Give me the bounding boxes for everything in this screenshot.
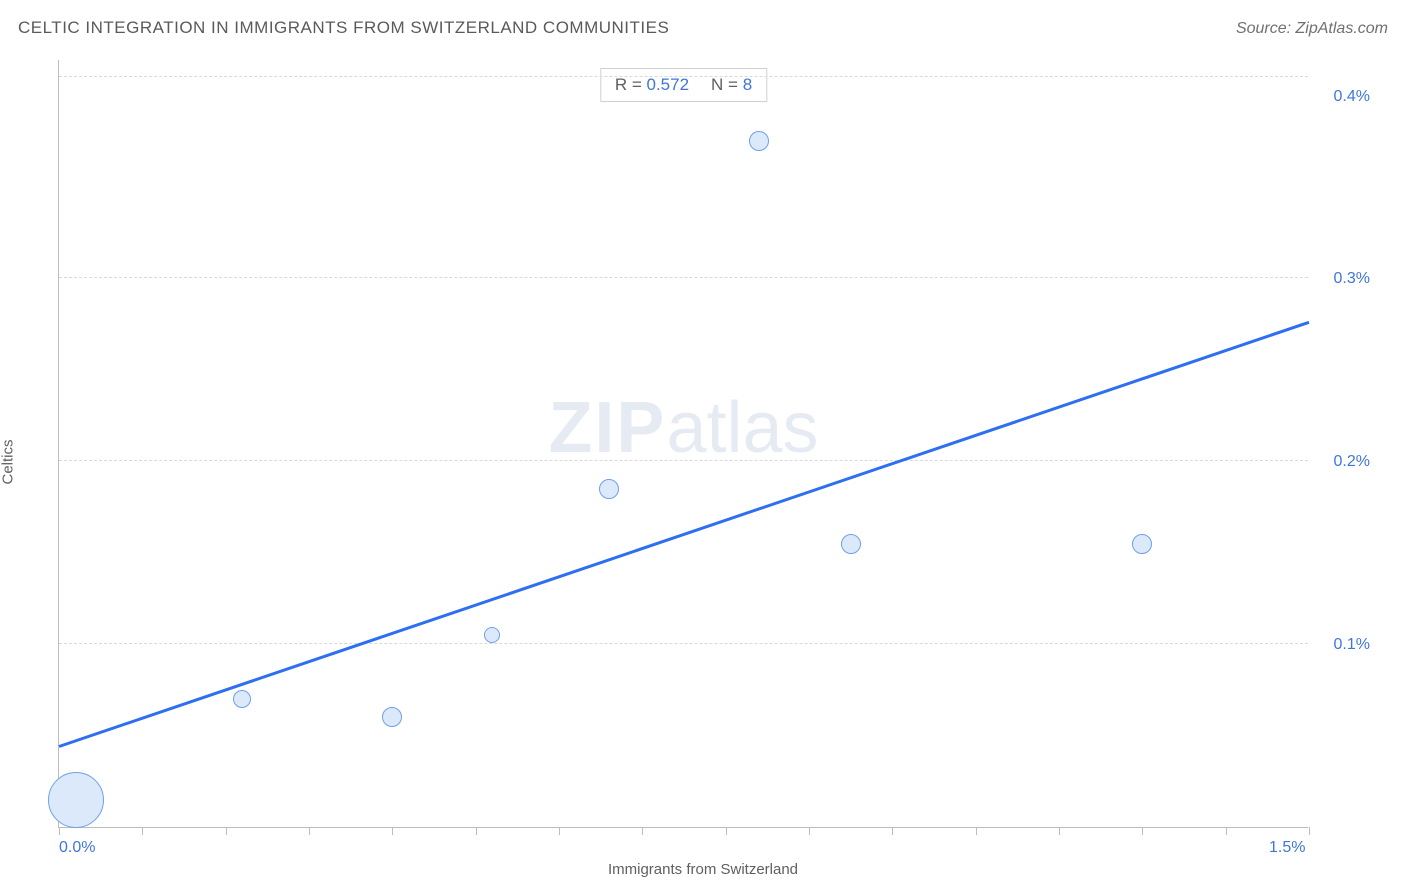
x-tick [642, 827, 643, 835]
x-tick [1059, 827, 1060, 835]
x-tick [892, 827, 893, 835]
source-label: Source: ZipAtlas.com [1236, 20, 1388, 38]
data-point [749, 131, 769, 151]
x-tick [1226, 827, 1227, 835]
stat-r-label: R = [615, 75, 642, 94]
trend-line [59, 321, 1310, 748]
x-tick-label: 1.5% [1269, 839, 1305, 857]
x-tick [559, 827, 560, 835]
x-tick [976, 827, 977, 835]
grid-line [59, 277, 1308, 278]
x-tick [1309, 827, 1310, 835]
x-tick [142, 827, 143, 835]
data-point [382, 707, 402, 727]
x-tick [309, 827, 310, 835]
watermark-bold: ZIP [548, 388, 666, 468]
stats-box: R = 0.572 N = 8 [600, 68, 767, 102]
stat-n-value: 8 [743, 75, 752, 94]
x-tick [476, 827, 477, 835]
y-tick-label: 0.4% [1334, 88, 1370, 106]
x-axis-label: Immigrants from Switzerland [608, 861, 798, 878]
watermark-rest: atlas [666, 388, 818, 468]
stat-n-label: N = [711, 75, 738, 94]
data-point [233, 690, 251, 708]
x-tick [392, 827, 393, 835]
x-tick [1142, 827, 1143, 835]
grid-line [59, 460, 1308, 461]
chart-title: CELTIC INTEGRATION IN IMMIGRANTS FROM SW… [18, 18, 669, 38]
stat-r: R = 0.572 [615, 75, 689, 95]
x-tick-label: 0.0% [59, 839, 95, 857]
x-tick [226, 827, 227, 835]
data-point [1132, 534, 1152, 554]
plot-area: ZIPatlas R = 0.572 N = 8 0.1%0.2%0.3%0.4… [58, 60, 1308, 828]
x-tick [59, 827, 60, 835]
y-tick-label: 0.1% [1334, 636, 1370, 654]
data-point [841, 534, 861, 554]
chart-container: Celtics Immigrants from Switzerland ZIPa… [18, 50, 1388, 874]
y-tick-label: 0.2% [1334, 453, 1370, 471]
watermark: ZIPatlas [548, 387, 818, 469]
stat-n: N = 8 [711, 75, 752, 95]
y-tick-label: 0.3% [1334, 270, 1370, 288]
data-point [484, 627, 500, 643]
x-tick [726, 827, 727, 835]
data-point [599, 479, 619, 499]
stat-r-value: 0.572 [646, 75, 689, 94]
grid-line [59, 76, 1308, 77]
data-point [48, 772, 104, 828]
x-tick [809, 827, 810, 835]
y-axis-label: Celtics [0, 439, 17, 484]
grid-line [59, 643, 1308, 644]
